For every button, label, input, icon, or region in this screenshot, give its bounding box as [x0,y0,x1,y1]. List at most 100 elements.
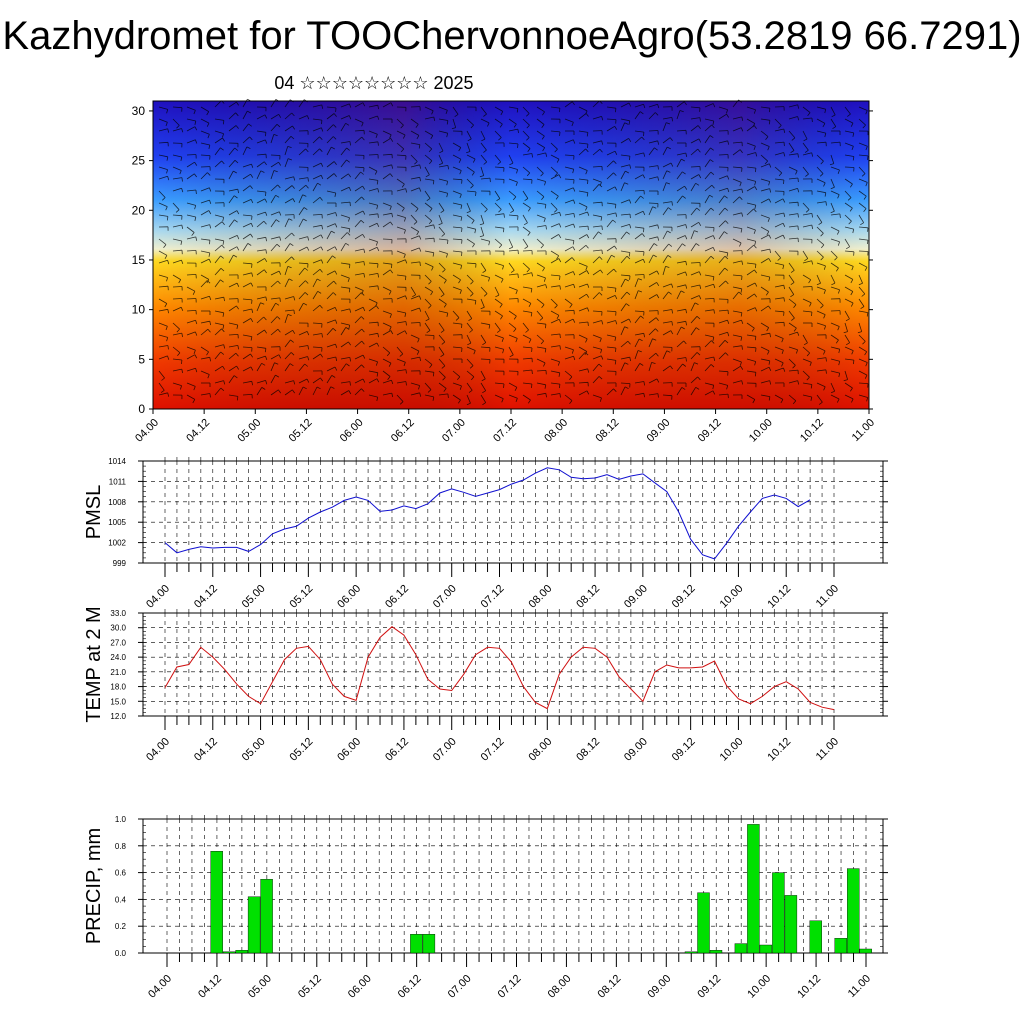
wind-barb [774,128,784,132]
wind-barb [788,274,795,283]
wind-barb-flag [235,125,239,129]
wind-barb [424,142,433,150]
wind-barb-flag [389,326,392,331]
wind-barb-flag [849,183,853,188]
wind-barb [508,118,517,125]
wind-barb-flag [403,229,406,234]
wind-barb [410,164,420,168]
wind-barb-flag [388,290,392,295]
wind-barb-flag [795,170,798,175]
wind-barb-flag [446,120,449,125]
wind-barb [592,355,602,360]
wind-barb-flag [824,133,827,138]
wind-barb [340,147,347,156]
wind-barb [662,330,671,336]
wind-barb [830,274,836,284]
wind-barb-flag [321,259,324,264]
wind-barb-flag [515,290,518,295]
wind-barb-flag [222,217,225,222]
wind-barb [690,148,699,156]
wind-barb-flag [470,185,474,189]
wind-barb [844,250,855,253]
wind-barb-flag [515,398,518,403]
wind-barb [368,141,378,144]
y-tick-label: 15 [132,253,146,267]
x-tick-label: 04.12 [192,583,220,611]
wind-barb-flag [628,318,632,323]
wind-barb [214,310,224,314]
wind-barb-flag [166,169,168,174]
wind-barb-flag [685,152,688,157]
wind-barb-flag [209,224,212,229]
x-tick-label: 07.12 [479,583,507,611]
wind-barb-flag [656,282,660,287]
wind-barb-flag [208,258,212,263]
wind-barb-flag [710,364,715,368]
wind-barb-flag [361,364,365,368]
wind-barb-flag [481,378,486,382]
wind-barb [858,154,869,157]
wind-barb [284,232,292,240]
wind-barb-flag [755,152,758,157]
wind-barb [228,254,234,264]
wind-barb-flag [290,339,294,343]
wind-barb [340,214,350,219]
wind-barb-flag [320,162,324,167]
y-tick-label: 999 [113,559,127,568]
wind-barb [158,166,168,170]
precip-bar [859,948,872,954]
wind-barb-flag [220,255,224,259]
wind-barb-flag [768,396,771,401]
wind-barb-flag [805,173,809,177]
wind-barb-flag [825,369,827,374]
wind-barb [522,346,533,349]
wind-barb-flag [404,330,408,335]
wind-barb [382,262,392,265]
y-tick-label: 1011 [109,477,127,486]
wind-barb-flag [727,140,730,145]
wind-barb [788,177,798,180]
wind-barb [606,388,614,396]
wind-barb [648,393,658,396]
wind-barb [172,274,181,280]
temp-panel: 12.015.018.021.024.027.030.033.004.00 04.… [83,606,888,764]
wind-barb [214,118,224,121]
wind-barb-flag [626,231,630,235]
wind-barb [312,377,321,384]
wind-barb [452,106,459,115]
wind-barb-flag [348,390,352,395]
wind-barb [480,202,488,210]
wind-barb-flag [391,264,393,269]
wind-barb [438,202,445,211]
wind-barb-flag [571,257,575,261]
wind-barb-flag [439,150,444,154]
wind-barb-flag [587,211,590,216]
wind-barb [410,295,420,300]
wind-barb [186,214,196,218]
x-tick-label: 07.12 [479,736,507,764]
wind-barb [592,249,602,252]
wind-barb [368,305,377,312]
wind-barb [802,117,812,120]
wind-barb [326,212,336,216]
wind-barb-flag [305,148,309,153]
wind-barb [718,207,726,216]
wind-barb [396,259,406,264]
wind-barb-flag [601,320,604,325]
wind-barb-flag [251,272,254,277]
wind-barb [312,333,322,336]
wind-barb-flag [194,205,197,210]
wind-barb-flag [207,172,211,176]
wind-barb [816,190,826,194]
wind-barb-flag [614,336,617,341]
wind-barb-flag [657,393,659,398]
wind-barb [312,278,318,288]
wind-barb [718,113,727,120]
wind-barb-flag [684,185,688,190]
wind-barb [690,166,701,168]
wind-barb [270,374,276,384]
wind-barb-flag [388,362,392,367]
wind-barb [732,188,742,192]
wind-barb-flag [236,246,240,251]
wind-barb [830,346,840,350]
